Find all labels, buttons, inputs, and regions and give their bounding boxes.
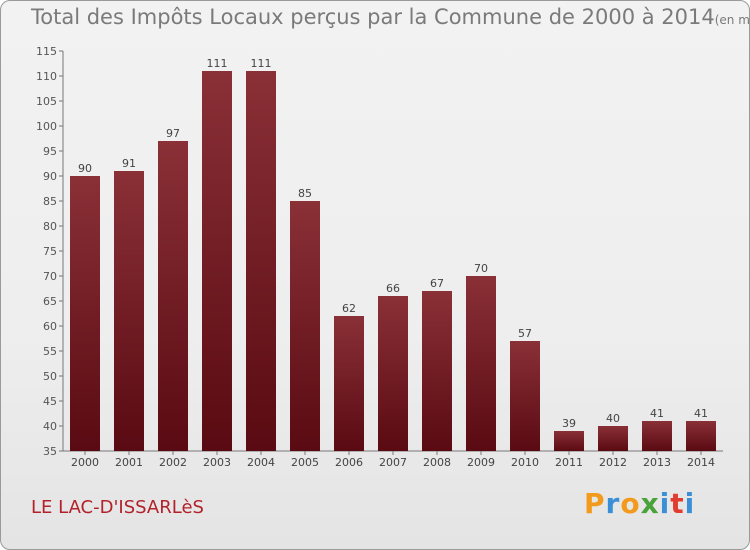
y-tick-label: 90 xyxy=(43,170,57,183)
bar-value-label: 70 xyxy=(474,262,488,275)
bar-value-label: 66 xyxy=(386,282,400,295)
x-tick-label: 2009 xyxy=(467,456,495,469)
bar-value-label: 57 xyxy=(518,327,532,340)
bar xyxy=(422,291,452,451)
x-tick-label: 2007 xyxy=(379,456,407,469)
y-tick-label: 100 xyxy=(36,120,57,133)
x-tick-label: 2012 xyxy=(599,456,627,469)
y-tick-label: 115 xyxy=(36,45,57,58)
y-tick-label: 65 xyxy=(43,295,57,308)
x-tick-label: 2002 xyxy=(159,456,187,469)
bar xyxy=(202,71,232,451)
x-tick-label: 2000 xyxy=(71,456,99,469)
commune-name: LE LAC-D'ISSARLèS xyxy=(31,497,204,518)
bar-value-label: 90 xyxy=(78,162,92,175)
bar-value-label: 62 xyxy=(342,302,356,315)
bar xyxy=(598,426,628,451)
x-tick-label: 2006 xyxy=(335,456,363,469)
y-tick-label: 80 xyxy=(43,220,57,233)
bar xyxy=(642,421,672,451)
bar-value-label: 85 xyxy=(298,187,312,200)
chart-title-unit: (en milliers d'€) xyxy=(714,13,750,27)
y-tick-label: 40 xyxy=(43,420,57,433)
logo-letter: i xyxy=(684,487,696,520)
bar-value-label: 39 xyxy=(562,417,576,430)
y-tick-label: 75 xyxy=(43,245,57,258)
bar xyxy=(466,276,496,451)
logo-letter: t xyxy=(670,487,685,520)
x-tick-label: 2013 xyxy=(643,456,671,469)
chart-axes: 35 40 45 50 55 60 65 70 75 80 85 90 95 100 105 110 115 20… xyxy=(36,45,723,469)
bar-value-label: 97 xyxy=(166,127,180,140)
bar xyxy=(290,201,320,451)
x-tick-label: 2011 xyxy=(555,456,583,469)
chart-title-text: Total des Impôts Locaux perçus par la Co… xyxy=(31,5,715,29)
bar xyxy=(554,431,584,451)
y-tick-label: 35 xyxy=(43,445,57,458)
bar-value-label: 41 xyxy=(650,407,664,420)
x-tick-label: 2003 xyxy=(203,456,231,469)
x-tick-label: 2010 xyxy=(511,456,539,469)
x-tick-label: 2005 xyxy=(291,456,319,469)
y-tick-label: 55 xyxy=(43,345,57,358)
bar xyxy=(510,341,540,451)
bar-value-label: 111 xyxy=(251,57,272,70)
bar xyxy=(158,141,188,451)
logo-letter: r xyxy=(605,487,621,520)
logo-letter: i xyxy=(659,487,671,520)
proxiti-logo: Proxiti xyxy=(584,487,695,520)
bar-value-label: 67 xyxy=(430,277,444,290)
x-tick-label: 2004 xyxy=(247,456,275,469)
x-tick-label: 2001 xyxy=(115,456,143,469)
bar xyxy=(378,296,408,451)
x-tick-label: 2008 xyxy=(423,456,451,469)
y-tick-label: 70 xyxy=(43,270,57,283)
y-tick-label: 50 xyxy=(43,370,57,383)
bar xyxy=(334,316,364,451)
logo-letter: P xyxy=(584,487,606,520)
x-tick-label: 2014 xyxy=(687,456,715,469)
bar xyxy=(686,421,716,451)
bar-value-label: 91 xyxy=(122,157,136,170)
y-tick-label: 110 xyxy=(36,70,57,83)
bar-value-label: 111 xyxy=(207,57,228,70)
logo-letter: o xyxy=(620,487,641,520)
bar xyxy=(114,171,144,451)
bar xyxy=(70,176,100,451)
chart-title: Total des Impôts Locaux perçus par la Co… xyxy=(31,5,750,29)
bar-value-label: 41 xyxy=(694,407,708,420)
logo-letter: x xyxy=(640,487,660,520)
chart-bars: 90 91 97 111 111 85 62 66 67 70 57 39 40 41 41 xyxy=(70,57,716,451)
y-tick-label: 85 xyxy=(43,195,57,208)
y-tick-label: 95 xyxy=(43,145,57,158)
y-tick-label: 45 xyxy=(43,395,57,408)
bar xyxy=(246,71,276,451)
y-tick-label: 105 xyxy=(36,95,57,108)
y-tick-label: 60 xyxy=(43,320,57,333)
bar-value-label: 40 xyxy=(606,412,620,425)
